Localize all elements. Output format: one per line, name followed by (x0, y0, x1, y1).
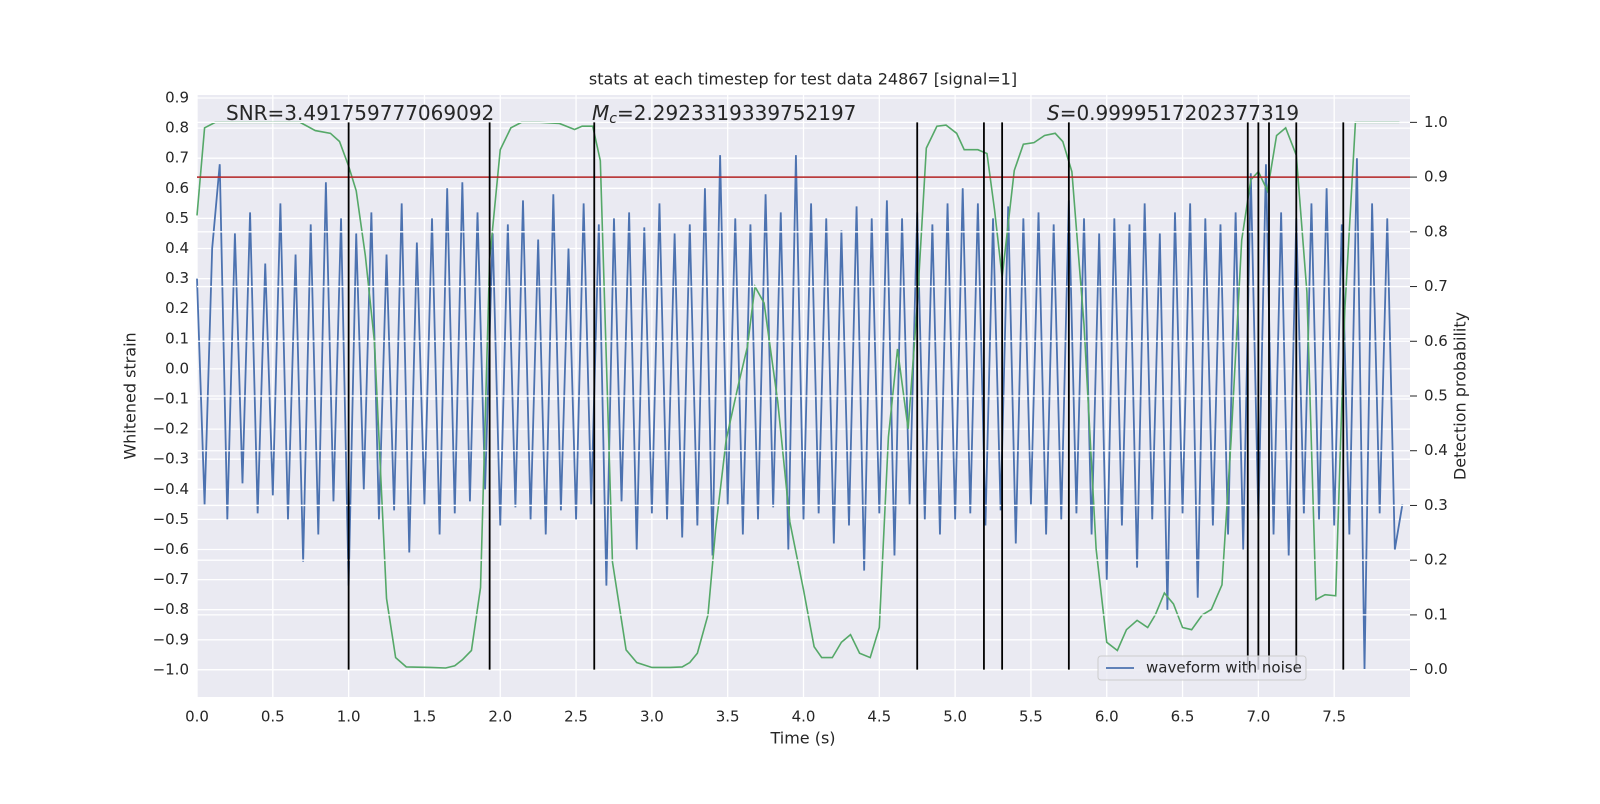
x-tick-label: 6.0 (1095, 708, 1119, 726)
x-tick-label: 2.5 (564, 708, 588, 726)
y2-tick-label: 0.4 (1424, 441, 1448, 459)
legend-box (1097, 655, 1307, 681)
x-tick-label: 3.5 (716, 708, 740, 726)
annotation-symbol: S (1047, 101, 1060, 125)
y-tick-label: −0.9 (153, 630, 189, 648)
y2-tick-label: 0.2 (1424, 551, 1448, 569)
y-tick-label: −0.3 (153, 450, 189, 468)
y2-tick-label: 0.5 (1424, 387, 1448, 405)
annotation-text: =0.9999517202377319 (1060, 101, 1299, 125)
annotation: S=0.9999517202377319 (1047, 101, 1299, 125)
x-tick-label: 6.5 (1171, 708, 1195, 726)
y-tick-label: 0.0 (165, 359, 189, 377)
y-tick-label: −0.5 (153, 510, 189, 528)
y2-tick-label: 0.6 (1424, 332, 1448, 350)
x-tick-label: 3.0 (640, 708, 664, 726)
annotation-symbol: M (592, 101, 609, 125)
x-tick-label: 0.0 (185, 708, 209, 726)
y-axis-label: Whitened strain (121, 332, 140, 459)
y2-tick-label: 0.9 (1424, 168, 1448, 186)
y2-tick-label: 0.7 (1424, 277, 1448, 295)
y-tick-label: 0.2 (165, 299, 189, 317)
y-tick-label: 0.8 (165, 119, 189, 137)
y-tick-label: 0.3 (165, 269, 189, 287)
y2-tick-label: 1.0 (1424, 113, 1448, 131)
legend-label: waveform with noise (1146, 659, 1302, 677)
y2-tick-label: 0.3 (1424, 496, 1448, 514)
x-tick-label: 4.0 (792, 708, 816, 726)
y-tick-label: −0.8 (153, 600, 189, 618)
annotation: Mc=2.2923319339752197 (592, 101, 856, 128)
y2-tick-label: 0.0 (1424, 660, 1448, 678)
x-axis-label: Time (s) (769, 729, 835, 748)
y2-tick-label: 0.8 (1424, 222, 1448, 240)
y-tick-label: 0.1 (165, 329, 189, 347)
y-tick-label: −1.0 (153, 660, 189, 678)
x-tick-label: 1.0 (337, 708, 361, 726)
marks (196, 121, 1404, 670)
y-tick-label: −0.2 (153, 420, 189, 438)
x-tick-label: 5.5 (1019, 708, 1043, 726)
waveform-line (196, 155, 1404, 670)
y-tick-label: 0.6 (165, 179, 189, 197)
y-tick-label: −0.7 (153, 570, 189, 588)
x-tick-label: 7.5 (1322, 708, 1346, 726)
y-tick-label: 0.5 (165, 209, 189, 227)
overlay (197, 121, 1417, 671)
annotation-text: SNR=3.491759777069092 (226, 101, 494, 125)
y-tick-label: −0.4 (153, 480, 189, 498)
x-tick-label: 2.0 (488, 708, 512, 726)
y-tick-label: −0.6 (153, 540, 189, 558)
y-tick-label: 0.4 (165, 239, 189, 257)
y2-tick-label: 0.1 (1424, 605, 1448, 623)
annotation: SNR=3.491759777069092 (226, 101, 494, 125)
x-tick-label: 0.5 (261, 708, 285, 726)
probability-line (196, 121, 1400, 669)
annotation-text: =2.2923319339752197 (617, 101, 856, 125)
x-tick-label: 4.5 (867, 708, 891, 726)
chart-title: stats at each timestep for test data 248… (589, 70, 1017, 89)
y-tick-label: 0.9 (165, 89, 189, 107)
y2-axis-label: Detection probability (1451, 312, 1470, 480)
y-tick-label: 0.7 (165, 149, 189, 167)
x-tick-label: 7.0 (1246, 708, 1270, 726)
y-tick-label: −0.1 (153, 390, 189, 408)
annotation-subscript: c (609, 111, 617, 127)
x-tick-label: 5.0 (943, 708, 967, 726)
x-tick-label: 1.5 (413, 708, 437, 726)
